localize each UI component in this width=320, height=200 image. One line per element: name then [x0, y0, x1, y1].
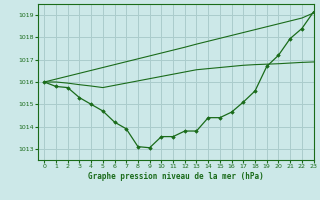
X-axis label: Graphe pression niveau de la mer (hPa): Graphe pression niveau de la mer (hPa) — [88, 172, 264, 181]
